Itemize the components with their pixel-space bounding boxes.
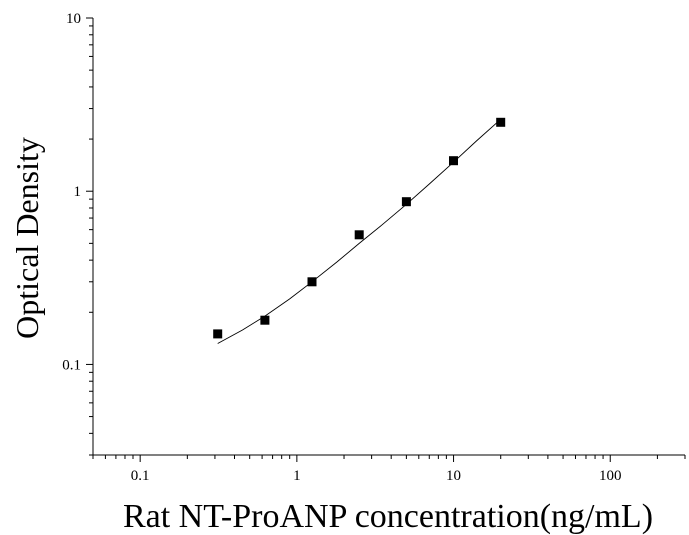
x-tick-label: 10 (446, 468, 461, 484)
data-point (260, 315, 270, 325)
x-tick-label: 1 (293, 468, 301, 484)
y-tick-label: 1 (74, 184, 82, 200)
data-point (213, 329, 223, 339)
y-tick-label: 0.1 (62, 357, 81, 373)
x-ticks: 0.1 1 10 100 (92, 455, 686, 484)
data-points (213, 117, 506, 339)
data-point (449, 156, 458, 166)
axes (92, 18, 685, 456)
data-point (307, 277, 317, 287)
x-tick-label: 100 (599, 468, 622, 484)
y-axis-title: Optical Density (9, 137, 45, 339)
data-point (496, 117, 506, 127)
x-tick-label: 0.1 (131, 468, 150, 484)
data-point (401, 197, 411, 207)
y-tick-label: 10 (66, 11, 81, 27)
x-axis-title: Rat NT-ProANP concentration(ng/mL) (123, 498, 653, 535)
y-ticks: 0.1 1 10 (62, 11, 93, 456)
data-point (354, 230, 364, 240)
